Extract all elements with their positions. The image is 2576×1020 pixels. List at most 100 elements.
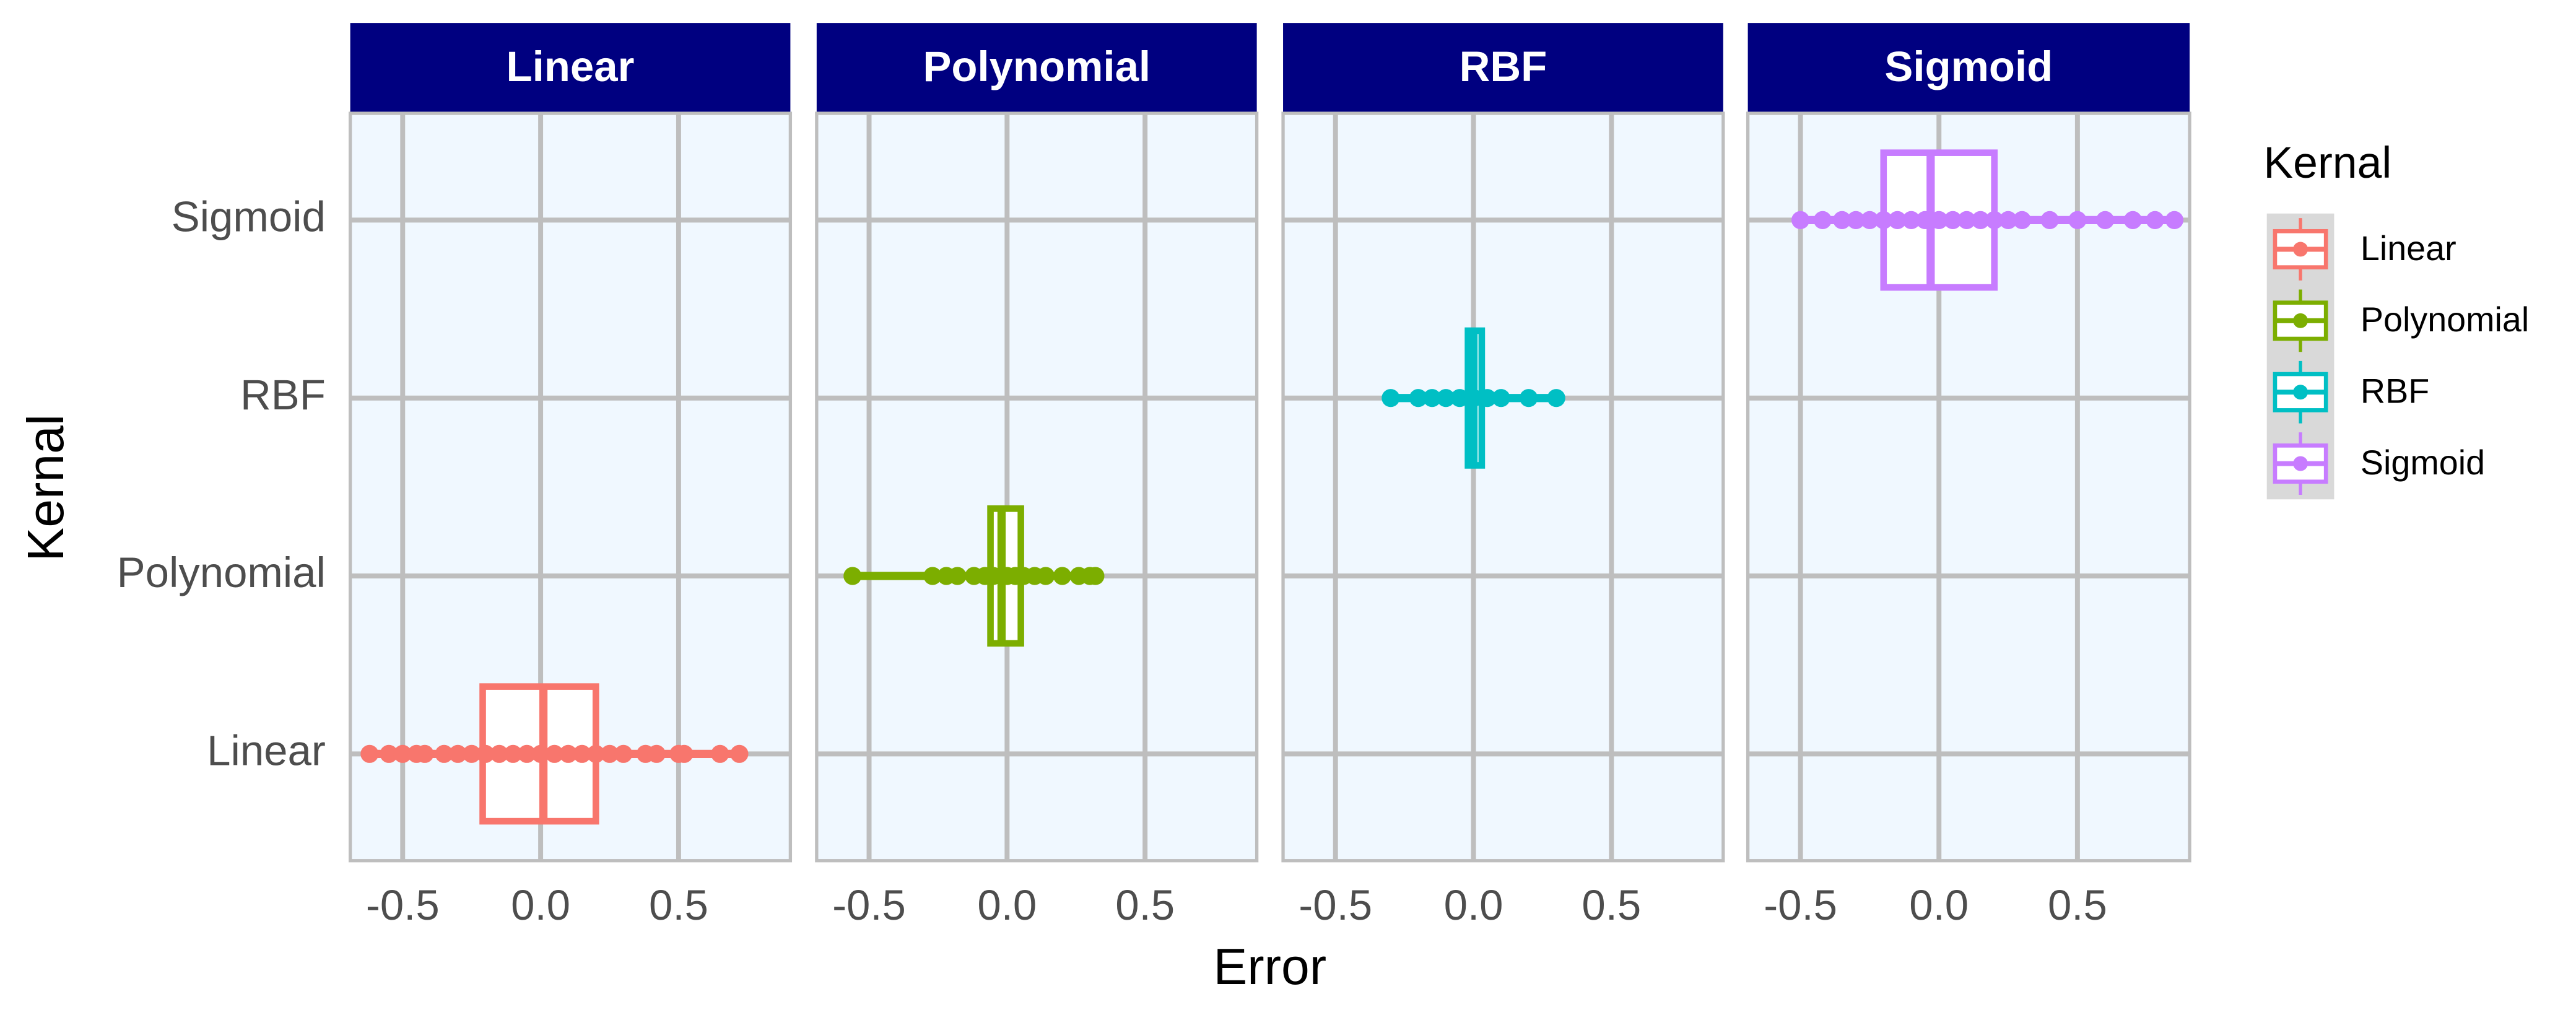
- point: [1813, 211, 1832, 229]
- point: [503, 744, 523, 763]
- x-tick-label: 0.5: [1582, 881, 1641, 929]
- point: [1437, 389, 1455, 408]
- point: [730, 744, 749, 763]
- panel-border: [1746, 111, 2191, 863]
- point: [1833, 211, 1852, 229]
- point: [1860, 211, 1879, 229]
- point: [614, 744, 633, 763]
- point: [1847, 211, 1865, 229]
- point: [1985, 211, 2004, 229]
- panel-border: [348, 111, 793, 863]
- point: [1791, 211, 1810, 229]
- point: [1902, 211, 1921, 229]
- point: [360, 744, 379, 763]
- point: [586, 744, 605, 763]
- x-tick-label: 0.0: [1909, 881, 1969, 929]
- point: [448, 744, 467, 763]
- panel-border: [815, 111, 1259, 863]
- strip: [350, 23, 791, 114]
- point: [2040, 211, 2059, 229]
- x-tick-label: 0.5: [649, 881, 708, 929]
- point: [1971, 211, 1990, 229]
- strip: [816, 23, 1257, 114]
- point: [518, 744, 536, 763]
- point: [476, 744, 495, 763]
- x-tick-label: 0.0: [511, 881, 570, 929]
- point: [1547, 389, 1565, 408]
- strip: [1283, 23, 1723, 114]
- point: [2068, 211, 2087, 229]
- legend-label: Polynomial: [2361, 300, 2529, 339]
- point: [1520, 389, 1538, 408]
- point: [2012, 211, 2032, 229]
- x-tick-label: 0.5: [1115, 881, 1175, 929]
- y-tick-label: Sigmoid: [172, 193, 326, 241]
- point: [463, 744, 481, 763]
- x-tick-label: 0.0: [977, 881, 1037, 929]
- x-axis-title: Error: [1213, 939, 1326, 995]
- point: [1037, 567, 1055, 585]
- legend-label: Sigmoid: [2361, 443, 2485, 482]
- point: [2096, 211, 2115, 229]
- point: [490, 744, 508, 763]
- x-tick-label: -0.5: [832, 881, 906, 929]
- point: [1930, 211, 1948, 229]
- point: [416, 744, 434, 763]
- x-tick-label: -0.5: [1299, 881, 1372, 929]
- point: [843, 567, 862, 585]
- x-tick-label: 0.5: [2048, 881, 2107, 929]
- x-tick-label: -0.5: [366, 881, 440, 929]
- legend-title: Kernal: [2263, 138, 2391, 188]
- point: [600, 744, 619, 763]
- point: [559, 744, 578, 763]
- point: [531, 744, 550, 763]
- point: [1478, 389, 1497, 408]
- point: [1888, 211, 1907, 229]
- y-tick-label: Polynomial: [117, 549, 326, 596]
- point: [1053, 567, 1072, 585]
- strip: [1747, 23, 2190, 114]
- strip-title: Sigmoid: [1884, 43, 2053, 90]
- point: [647, 744, 666, 763]
- legend-key-point: [2293, 313, 2308, 328]
- panel-background: [816, 113, 1257, 861]
- point: [2123, 211, 2142, 229]
- legend-key-point: [2293, 385, 2308, 400]
- y-axis-title: Kernal: [18, 414, 74, 562]
- point: [1944, 211, 1962, 229]
- point: [1874, 211, 1893, 229]
- y-tick-label: Linear: [207, 727, 326, 775]
- point: [545, 744, 564, 763]
- point: [435, 744, 453, 763]
- point: [711, 744, 729, 763]
- point: [1957, 211, 1976, 229]
- x-tick-label: -0.5: [1764, 881, 1837, 929]
- point: [1382, 389, 1400, 408]
- point: [2165, 211, 2184, 229]
- point: [1999, 211, 2017, 229]
- point: [1450, 389, 1469, 408]
- strip-title: RBF: [1460, 43, 1547, 90]
- point: [923, 567, 942, 585]
- y-tick-label: RBF: [240, 371, 326, 419]
- legend-label: Linear: [2361, 229, 2456, 268]
- strip-title: Linear: [507, 43, 635, 90]
- point: [2146, 211, 2164, 229]
- strip-title: Polynomial: [923, 43, 1151, 90]
- point: [1086, 567, 1105, 585]
- point: [948, 567, 967, 585]
- point: [1409, 389, 1427, 408]
- point: [393, 744, 412, 763]
- panel-border: [1281, 111, 1725, 863]
- legend-label: RBF: [2361, 372, 2429, 411]
- point: [1916, 211, 1934, 229]
- point: [1423, 389, 1442, 408]
- legend-key-point: [2293, 456, 2308, 471]
- panel-background: [1283, 113, 1723, 861]
- point: [675, 744, 694, 763]
- point: [573, 744, 591, 763]
- x-tick-label: 0.0: [1444, 881, 1503, 929]
- point: [380, 744, 398, 763]
